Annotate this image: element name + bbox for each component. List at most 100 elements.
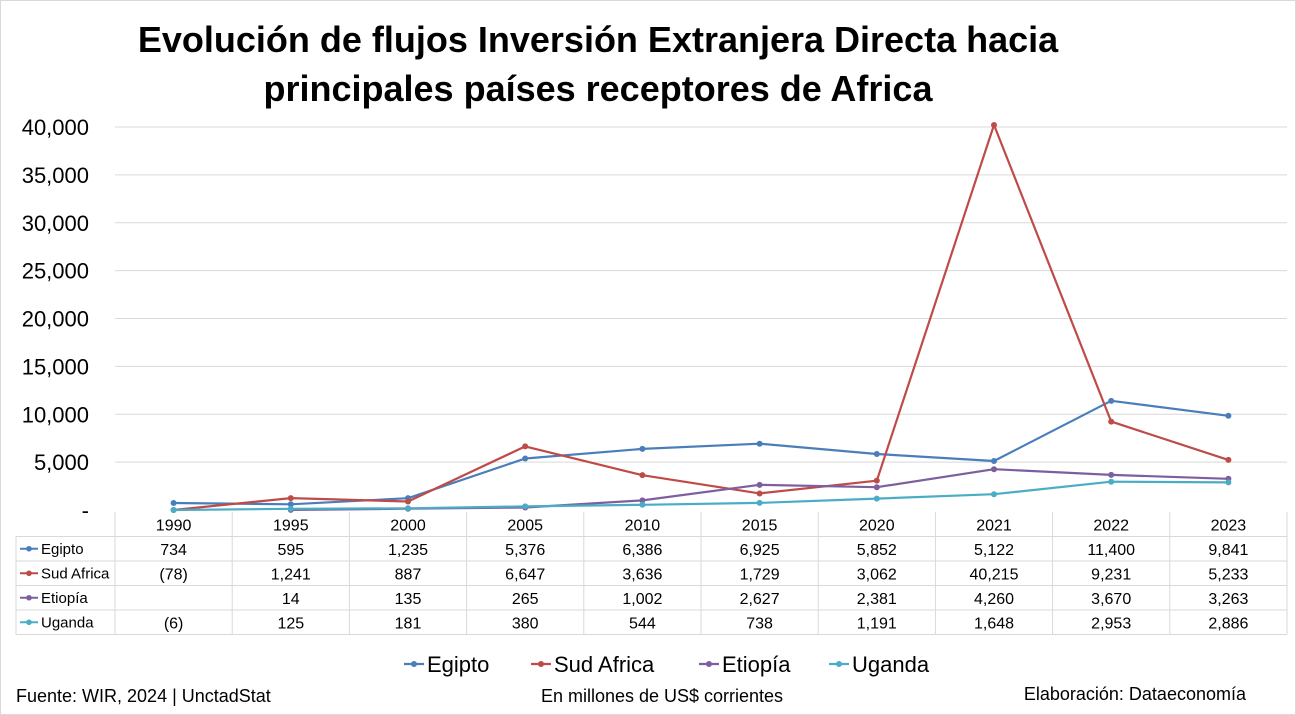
data-label: 2,953 bbox=[1091, 615, 1131, 632]
table-series-label: Etiopía bbox=[41, 590, 88, 607]
y-tick-label: 30,000 bbox=[22, 211, 89, 236]
data-point bbox=[991, 121, 997, 128]
y-tick-label: 5,000 bbox=[34, 450, 89, 475]
data-point bbox=[873, 495, 880, 502]
data-label: 265 bbox=[512, 591, 539, 608]
x-tick-label: 2023 bbox=[1211, 517, 1247, 534]
data-point bbox=[756, 481, 763, 488]
chart-title-line2: principales países receptores de Africa bbox=[264, 68, 934, 109]
data-label: 5,233 bbox=[1208, 566, 1248, 583]
series-line bbox=[173, 123, 1229, 512]
data-label: 125 bbox=[277, 615, 304, 632]
data-point bbox=[405, 505, 411, 512]
x-tick-label: 1995 bbox=[273, 517, 309, 534]
data-label: (78) bbox=[159, 566, 187, 583]
x-tick-label: 2021 bbox=[976, 517, 1012, 534]
data-label: 2,627 bbox=[740, 591, 780, 608]
data-label: 2,381 bbox=[857, 591, 897, 608]
data-label: 738 bbox=[746, 615, 773, 632]
x-tick-label: 2005 bbox=[507, 517, 543, 534]
series-line bbox=[173, 480, 1229, 512]
data-point bbox=[639, 497, 646, 504]
data-label: 6,386 bbox=[622, 542, 662, 559]
x-tick-label: 2022 bbox=[1093, 517, 1129, 534]
x-tick-label: 2020 bbox=[859, 517, 895, 534]
legend-label: Etiopía bbox=[722, 652, 791, 677]
legend: Egipto Sud Africa Etiopía Uganda bbox=[404, 652, 930, 677]
data-point bbox=[991, 491, 997, 498]
data-point bbox=[522, 443, 529, 450]
data-point bbox=[1225, 479, 1232, 486]
data-label: 181 bbox=[395, 615, 422, 632]
data-label: 887 bbox=[395, 566, 422, 583]
data-label: 1,241 bbox=[271, 566, 311, 583]
data-label: 1,648 bbox=[974, 615, 1014, 632]
data-label: 2,886 bbox=[1208, 615, 1248, 632]
footer-units: En millones de US$ corrientes bbox=[541, 686, 783, 706]
data-label: 4,260 bbox=[974, 591, 1014, 608]
y-axis: - 5,000 10,000 15,000 20,000 25,000 30,000 35,0… bbox=[22, 115, 89, 523]
y-tick-label: 15,000 bbox=[22, 354, 89, 379]
data-label: 14 bbox=[282, 591, 300, 608]
data-point bbox=[522, 503, 529, 510]
data-point bbox=[873, 450, 880, 457]
data-label: 40,215 bbox=[970, 566, 1019, 583]
data-point bbox=[873, 484, 880, 491]
data-label: 6,925 bbox=[740, 542, 780, 559]
data-point bbox=[991, 457, 997, 464]
data-point bbox=[170, 507, 177, 513]
data-point bbox=[405, 498, 411, 505]
data-label: 595 bbox=[277, 542, 304, 559]
data-point bbox=[1108, 471, 1115, 478]
data-point bbox=[639, 472, 646, 479]
data-point bbox=[756, 490, 763, 497]
legend-label: Sud Africa bbox=[554, 652, 655, 677]
data-point bbox=[873, 477, 880, 484]
table-legend-marker bbox=[26, 619, 32, 626]
data-label: 5,852 bbox=[857, 542, 897, 559]
y-tick-label: 20,000 bbox=[22, 307, 89, 332]
data-label: 1,729 bbox=[740, 566, 780, 583]
table-series-label: Sud Africa bbox=[41, 565, 110, 582]
data-point bbox=[287, 495, 294, 502]
data-point bbox=[1225, 412, 1232, 419]
data-label: 6,647 bbox=[505, 566, 545, 583]
data-label: 3,062 bbox=[857, 566, 897, 583]
y-tick-label: 25,000 bbox=[22, 259, 89, 284]
data-label: 11,400 bbox=[1087, 542, 1135, 559]
data-label: 135 bbox=[395, 591, 422, 608]
data-point bbox=[1108, 397, 1115, 404]
table-legend-marker bbox=[26, 594, 32, 601]
data-label: 380 bbox=[512, 615, 539, 632]
data-label: 734 bbox=[160, 542, 187, 559]
data-point bbox=[639, 501, 646, 508]
table-legend-marker bbox=[26, 570, 32, 577]
data-label: 5,122 bbox=[974, 542, 1014, 559]
y-tick-label: 35,000 bbox=[22, 163, 89, 188]
chart-title-line1: Evolución de flujos Inversión Extranjera… bbox=[138, 19, 1059, 60]
x-tick-label: 2010 bbox=[625, 517, 661, 534]
footer-credit: Elaboración: Dataeconomía bbox=[1024, 684, 1247, 704]
data-label: 9,231 bbox=[1091, 566, 1131, 583]
legend-label: Egipto bbox=[427, 652, 489, 677]
legend-marker bbox=[836, 661, 842, 667]
y-tick-label: - bbox=[82, 498, 89, 523]
series-lines bbox=[170, 121, 1232, 513]
series-line bbox=[173, 399, 1229, 506]
data-point bbox=[287, 501, 294, 508]
data-point bbox=[522, 455, 529, 462]
footer-source: Fuente: WIR, 2024 | UnctadStat bbox=[16, 686, 271, 706]
x-tick-label: 1990 bbox=[156, 517, 192, 534]
data-label: 3,636 bbox=[622, 566, 662, 583]
legend-marker bbox=[538, 661, 544, 667]
data-label: 1,002 bbox=[622, 591, 662, 608]
data-label: (6) bbox=[164, 615, 184, 632]
data-point bbox=[1108, 418, 1115, 425]
data-label: 3,263 bbox=[1208, 591, 1248, 608]
legend-marker bbox=[411, 661, 417, 667]
data-point bbox=[1225, 456, 1232, 463]
data-label: 9,841 bbox=[1208, 542, 1248, 559]
table-legend-marker bbox=[26, 545, 32, 552]
